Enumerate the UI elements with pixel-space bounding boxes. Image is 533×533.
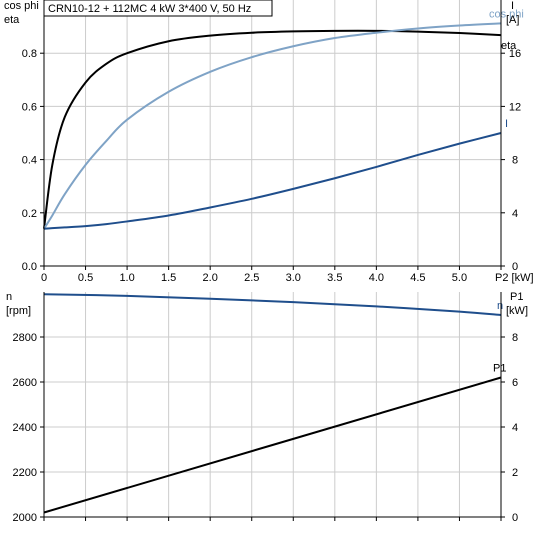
top-right-tick-label: 8 [512,155,518,167]
top-right-tick-label: 4 [512,208,518,220]
bottom-left-tick-label: 2800 [13,332,37,344]
series-line-eta [43,29,502,229]
bottom-right-tick-label: 6 [512,377,518,389]
bottom-left-axis-label-1: n [6,291,12,303]
series-label-P1: P1 [493,363,506,375]
bottom-right-axis-label-1: P1 [510,291,523,303]
series-label-I: I [505,118,508,130]
bottom-left-tick-label: 2000 [13,512,37,524]
bottom-right-axis-label-2: [kW] [506,305,528,317]
top-left-axis-label-1: cos phi [4,0,39,12]
top-x-tick-label: 1.5 [161,272,176,284]
top-left-tick-label: 0.6 [22,101,37,113]
top-x-tick-label: 4.5 [410,272,425,284]
series-line-I [43,132,502,230]
bottom-left-tick-label: 2400 [13,422,37,434]
top-right-axis-label-1: I [511,0,514,12]
series-label-cos-phi: cos phi [489,8,524,20]
top-x-tick-label: 3.5 [327,272,342,284]
bottom-right-tick-label: 0 [512,512,518,524]
bottom-right-tick-label: 8 [512,332,518,344]
bottom-chart-grid [43,292,502,518]
bottom-right-tick-label: 2 [512,467,518,479]
bottom-left-tick-label: 2600 [13,377,37,389]
series-label-eta: eta [501,40,517,52]
bottom-right-tick-label: 4 [512,422,518,434]
top-left-tick-label: 0.2 [22,208,37,220]
axes-layer: 0 0.5 1.0 1.5 2.0 2.5 3.0 3.5 4.0 4.5 5.0 P2 [kW] 0.… [13,0,533,524]
title-box [43,0,273,17]
top-left-tick-label: 0.8 [22,48,37,60]
top-x-tick-label: 5.0 [452,272,467,284]
bottom-left-axis-label-2: [rpm] [6,305,31,317]
top-left-tick-label: 0.0 [22,261,37,273]
top-right-tick-label: 0 [512,261,518,273]
top-x-tick-label: 0 [41,272,47,284]
top-x-tick-label: 2.5 [244,272,259,284]
top-x-tick-label: 3.0 [286,272,301,284]
chart-title: CRN10-12 + 112MC 4 kW 3*400 V, 50 Hz [48,3,251,15]
top-right-tick-label: 12 [509,101,521,113]
series-line-cos-phi [43,22,502,230]
series-layer: cos phi eta In P1 [43,8,524,514]
top-x-tick-label: 2.0 [203,272,218,284]
top-x-tick-label: 4.0 [369,272,384,284]
top-x-tick-label: 0.5 [78,272,93,284]
top-left-tick-label: 0.4 [22,155,37,167]
series-label-n: n [497,300,503,312]
top-x-tick-label: P2 [kW] [495,272,533,284]
bottom-left-tick-label: 2200 [13,467,37,479]
series-line-n [43,293,502,316]
series-line-P1 [43,376,502,514]
top-x-tick-label: 1.0 [119,272,134,284]
top-right-axis-label-2: [A] [506,14,519,26]
top-right-tick-label: 16 [509,48,521,60]
top-left-axis-label-2: eta [4,14,20,26]
